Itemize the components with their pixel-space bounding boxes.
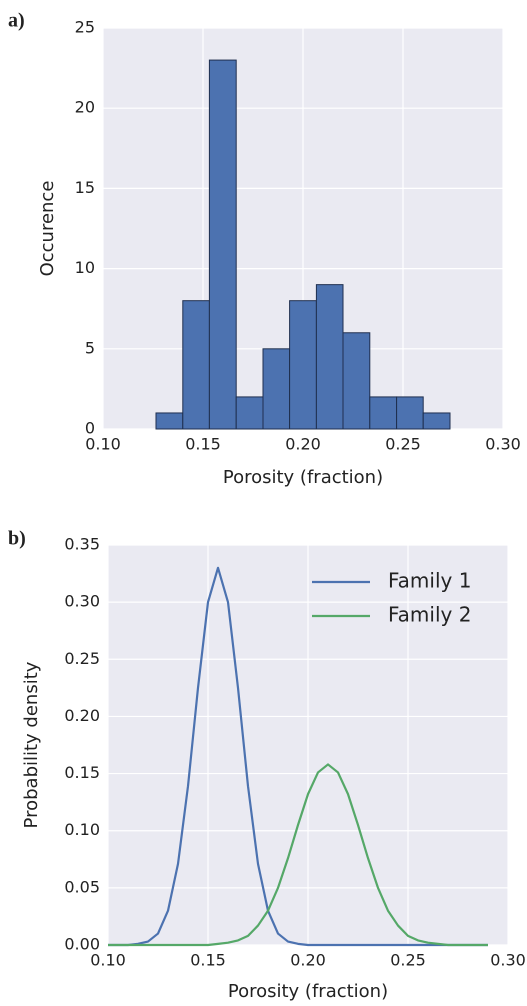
x-tick-label: 0.10 [85, 435, 121, 454]
line-series [108, 566, 488, 947]
y-axis-label: Occurence [37, 181, 58, 277]
x-tick-label: 0.15 [185, 435, 221, 454]
y-tick-label: 0 [85, 419, 95, 438]
bar [342, 332, 371, 430]
y-tick-label: 0.30 [64, 592, 100, 611]
bar [422, 412, 451, 430]
x-axis-label: Porosity (fraction) [223, 467, 383, 488]
y-tick-label: 20 [75, 98, 95, 117]
y-tick-label: 0.35 [64, 535, 100, 554]
bar [208, 59, 237, 430]
x-tick-label: 0.20 [285, 435, 321, 454]
y-tick-label: 5 [85, 338, 95, 357]
panel-label: a) [8, 10, 25, 32]
bar [262, 348, 291, 430]
legend-label: Family 1 [388, 569, 471, 593]
bar [396, 396, 424, 430]
x-tick-label: 0.20 [290, 951, 326, 970]
x-tick-label: 0.10 [90, 951, 126, 970]
y-tick-label: 0.25 [64, 649, 100, 668]
x-axis-label: Porosity (fraction) [228, 981, 388, 1002]
y-tick-label: 0.15 [64, 763, 100, 782]
y-tick-label: 0.10 [64, 820, 100, 839]
y-tick-label: 25 [75, 18, 95, 37]
bar [289, 300, 317, 430]
panel-label: b) [8, 528, 26, 550]
x-tick-label: 0.25 [385, 435, 421, 454]
y-tick-label: 15 [75, 178, 95, 197]
legend-label: Family 2 [388, 603, 471, 627]
x-tick-label: 0.15 [190, 951, 226, 970]
y-axis-label: Probability density [21, 661, 42, 828]
x-tick-label: 0.30 [485, 435, 521, 454]
x-tick-label: 0.30 [490, 951, 526, 970]
line-series [108, 763, 488, 947]
x-tick-label: 0.25 [390, 951, 426, 970]
bar [369, 396, 398, 430]
y-tick-label: 0.05 [64, 877, 100, 896]
bar [155, 412, 184, 430]
y-tick-label: 0.00 [64, 935, 100, 954]
bar [315, 284, 344, 430]
bar [182, 300, 210, 430]
bar [235, 396, 264, 430]
y-tick-label: 0.20 [64, 706, 100, 725]
y-tick-label: 10 [75, 258, 95, 277]
